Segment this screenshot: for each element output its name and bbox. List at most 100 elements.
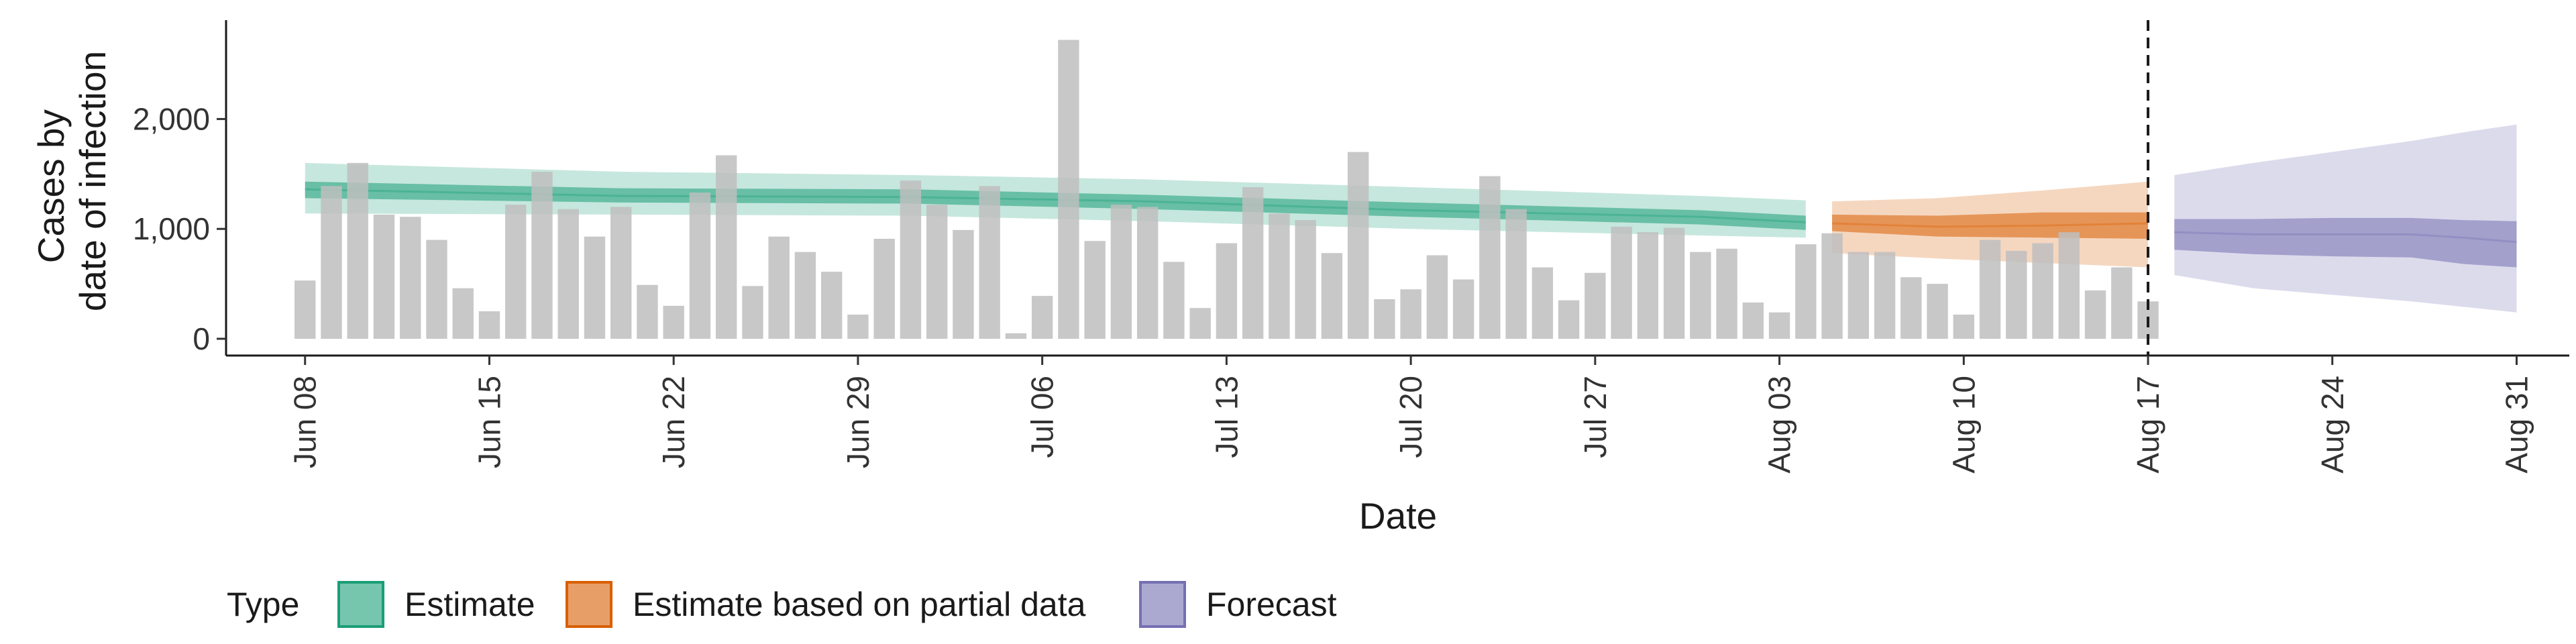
case-bar xyxy=(2084,290,2106,339)
case-bar xyxy=(2111,267,2133,339)
case-bar xyxy=(1847,252,1870,339)
case-bar xyxy=(347,162,368,339)
x-tick-label: Aug 03 xyxy=(1762,376,1797,474)
case-bar xyxy=(1716,248,1737,339)
case-bar xyxy=(1690,252,1711,339)
y-tick-label: 1,000 xyxy=(133,211,210,246)
case-bar xyxy=(1216,243,1238,339)
case-bar xyxy=(953,229,974,339)
legend-key-1 xyxy=(337,581,384,628)
case-bar xyxy=(768,236,790,339)
case-bar xyxy=(452,288,474,339)
median-line-series-1 xyxy=(305,188,1806,223)
case-bar xyxy=(689,193,711,339)
x-tick-label: Jul 27 xyxy=(1578,376,1613,458)
case-bar xyxy=(1953,314,1975,339)
x-tick-label: Jun 29 xyxy=(841,376,875,468)
case-bar xyxy=(1163,262,1185,339)
case-bar xyxy=(400,217,421,339)
case-bars xyxy=(294,40,2159,339)
y-tick-label: 2,000 xyxy=(133,101,210,136)
case-bar xyxy=(1110,205,1132,339)
case-bar xyxy=(1532,267,1554,339)
y-axis-title-line-2: date of infection xyxy=(72,51,113,311)
case-bar xyxy=(1505,209,1527,339)
case-bar xyxy=(294,280,316,339)
x-tick-label: Jul 06 xyxy=(1025,376,1060,458)
case-bar xyxy=(1795,244,1817,339)
x-tick-label: Aug 24 xyxy=(2315,376,2350,474)
case-bar xyxy=(1084,241,1106,339)
legend: Type Estimate Estimate based on partial d… xyxy=(227,581,1337,628)
case-bar xyxy=(1979,239,2001,339)
legend-label-1: Estimate xyxy=(405,586,535,623)
case-bar xyxy=(584,236,606,339)
x-tick-label: Jul 20 xyxy=(1393,376,1428,458)
case-bar xyxy=(663,305,684,339)
case-bar xyxy=(1347,152,1369,339)
case-bar xyxy=(1637,232,1659,339)
case-bar xyxy=(1663,227,1685,339)
median-line-series-2 xyxy=(1832,222,2149,228)
case-bar xyxy=(557,209,579,339)
legend-key-2 xyxy=(566,581,612,628)
case-bar xyxy=(1900,277,1922,339)
x-axis-title: Date xyxy=(1359,495,1437,537)
case-bar xyxy=(1611,226,1632,339)
case-bar xyxy=(478,311,500,339)
case-bar xyxy=(1768,312,1790,339)
legend-label-2: Estimate based on partial data xyxy=(633,586,1086,623)
case-bar xyxy=(1479,176,1501,339)
case-bar xyxy=(1742,302,1764,339)
case-bar xyxy=(505,205,527,339)
y-tick-label: 0 xyxy=(193,321,210,356)
x-tick-label: Aug 31 xyxy=(2500,376,2534,474)
x-tick-label: Jun 22 xyxy=(656,376,691,468)
legend-key-3 xyxy=(1139,581,1186,628)
case-bar xyxy=(1058,40,1079,339)
uncertainty-bands xyxy=(305,124,2517,313)
case-bar xyxy=(321,186,342,339)
case-bar xyxy=(610,207,632,339)
case-bar xyxy=(979,186,1000,339)
case-bar xyxy=(1585,272,1606,339)
case-bar xyxy=(1242,186,1264,339)
case-bar xyxy=(1321,253,1343,339)
case-bar xyxy=(715,155,737,339)
case-bar xyxy=(1400,289,1421,339)
case-bar xyxy=(847,314,869,339)
x-tick-label: Aug 17 xyxy=(2131,376,2165,474)
x-tick-label: Jun 08 xyxy=(288,376,323,468)
band-inner-series-1 xyxy=(305,181,1806,230)
case-bar xyxy=(820,272,843,339)
case-bar xyxy=(2006,250,2027,339)
case-bar xyxy=(742,286,763,339)
case-bar xyxy=(531,172,553,339)
case-bar xyxy=(637,284,658,339)
axes: 0 1,000 2,000 Jun 08 Jun 15 Jun 22 Jun 29 Jul 0… xyxy=(133,20,2569,474)
case-bar xyxy=(1558,300,1580,339)
case-bar xyxy=(373,214,395,339)
case-bar xyxy=(1374,299,1395,339)
case-bar xyxy=(926,205,948,339)
case-bar xyxy=(2032,243,2053,339)
legend-title: Type xyxy=(227,586,299,623)
case-bar xyxy=(1269,213,1290,339)
case-bar xyxy=(873,238,895,339)
case-bar xyxy=(426,239,447,339)
case-bar xyxy=(900,180,922,339)
case-bar xyxy=(1874,252,1896,339)
x-tick-label: Aug 10 xyxy=(1946,376,1981,474)
x-tick-label: Jun 15 xyxy=(472,376,506,468)
case-bar xyxy=(2058,232,2080,339)
case-bar xyxy=(794,252,816,339)
median-line-series-3 xyxy=(2174,231,2517,244)
case-bar xyxy=(1189,308,1211,339)
y-axis-title: Cases by date of infection xyxy=(30,51,113,311)
x-tick-label: Jul 13 xyxy=(1209,376,1244,458)
case-bar xyxy=(1452,279,1474,339)
case-bar xyxy=(1426,255,1448,339)
case-bar xyxy=(1821,233,1843,339)
